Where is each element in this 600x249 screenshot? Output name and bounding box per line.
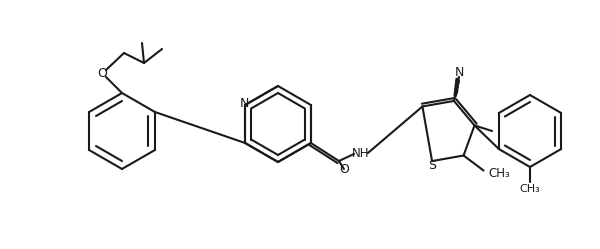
Text: N: N <box>239 97 249 110</box>
Text: O: O <box>339 163 349 176</box>
Text: NH: NH <box>352 146 370 160</box>
Text: CH₃: CH₃ <box>520 184 541 194</box>
Text: S: S <box>428 159 436 172</box>
Text: CH₃: CH₃ <box>488 167 511 180</box>
Text: O: O <box>97 66 107 79</box>
Text: N: N <box>454 66 464 79</box>
